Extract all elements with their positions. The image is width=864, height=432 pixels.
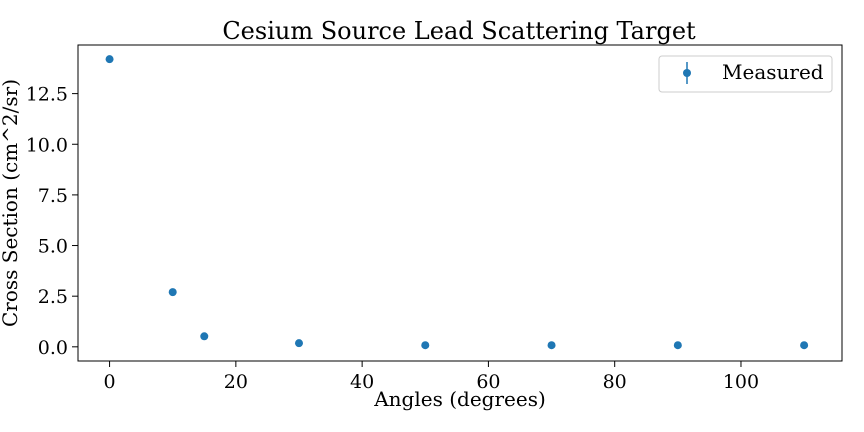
data-points xyxy=(105,55,809,350)
plot-area xyxy=(77,44,843,362)
legend-box xyxy=(658,55,833,93)
y-tick-label: 10.0 xyxy=(26,134,68,156)
y-tick-label: 12.5 xyxy=(26,84,68,106)
x-axis: 0 20 40 60 80 100 xyxy=(104,361,759,393)
x-tick-label: 80 xyxy=(603,371,627,393)
x-tick-label: 40 xyxy=(350,371,374,393)
x-tick-label: 0 xyxy=(104,371,116,393)
chart-title: Cesium Source Lead Scattering Target xyxy=(222,17,696,45)
data-point xyxy=(421,341,430,350)
data-point xyxy=(200,332,209,341)
data-point xyxy=(673,341,682,350)
data-point xyxy=(547,341,556,350)
data-point xyxy=(105,55,114,64)
legend-label-measured: Measured xyxy=(722,60,824,84)
y-tick-label: 5.0 xyxy=(38,236,68,258)
y-axis: 0.0 2.5 5.0 7.5 10.0 12.5 xyxy=(26,84,78,359)
x-axis-label: Angles (degrees) xyxy=(373,387,546,411)
legend-marker-icon xyxy=(683,69,691,77)
legend: Measured xyxy=(658,55,833,93)
x-tick-label: 60 xyxy=(476,371,500,393)
axes-frame xyxy=(77,44,843,362)
data-point xyxy=(168,288,177,297)
x-tick-label: 20 xyxy=(224,371,248,393)
y-tick-label: 0.0 xyxy=(38,337,68,359)
y-tick-label: 7.5 xyxy=(38,185,68,207)
x-tick-label: 100 xyxy=(723,371,759,393)
y-tick-label: 2.5 xyxy=(38,286,68,308)
data-point xyxy=(294,339,303,348)
y-axis-label: Cross Section (cm^2/sr) xyxy=(0,79,22,327)
data-point xyxy=(800,341,809,350)
